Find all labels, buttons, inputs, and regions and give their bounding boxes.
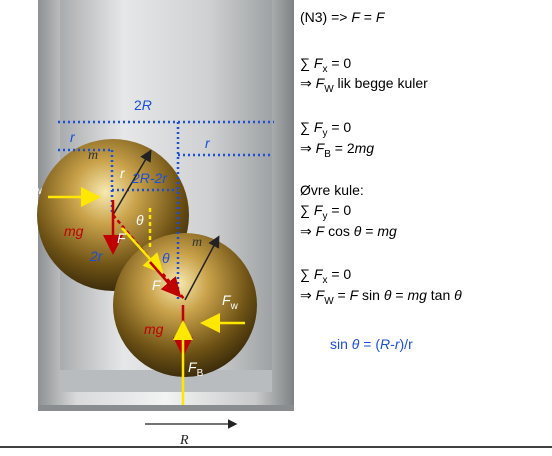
label-m: m: [88, 148, 98, 163]
equation-part: )/: [400, 336, 409, 352]
equation: ⇒ F cos θ = mg: [300, 223, 397, 239]
equation-part: =: [360, 9, 376, 25]
label-2r: 2r: [89, 248, 104, 264]
equation-part: ⇒: [300, 140, 316, 156]
equation-part: sin: [330, 336, 352, 352]
equation-part: ⇒: [300, 223, 316, 239]
equation-part: ∑: [300, 119, 314, 135]
equation-part: ∑: [300, 202, 314, 218]
equation-part: sin: [358, 287, 384, 303]
label-F: F: [152, 277, 162, 293]
equation: ⇒ FW = F sin θ = mg tan θ: [300, 287, 462, 307]
equation-part: ∑: [300, 266, 314, 282]
equations: (N3) => F = F∑ Fx = 0⇒ FW lik begge kule…: [300, 9, 462, 352]
equation-part: Øvre kule:: [300, 182, 364, 198]
equation: ∑ Fy = 0: [300, 119, 351, 139]
equation-part: lik begge kuler: [334, 75, 429, 91]
equation-part: = 0: [327, 266, 351, 282]
label-m: m: [192, 235, 202, 250]
label-mg: mg: [144, 321, 164, 337]
equation: ⇒ FB = 2mg: [300, 140, 374, 160]
equation: (N3) => F = F: [300, 9, 386, 25]
equation-part: = (: [359, 336, 380, 352]
equation-part: =: [391, 287, 407, 303]
equation-part: ⇒: [300, 75, 316, 91]
equation-part: = 0: [327, 55, 351, 71]
label-theta: θ: [136, 212, 144, 228]
equation-part: =: [361, 223, 377, 239]
equation-part: =: [334, 287, 350, 303]
label-R: R: [179, 433, 189, 448]
equation-part: F: [376, 9, 386, 25]
label-mg: mg: [64, 223, 84, 239]
label-2R-2r: 2R-2r: [131, 170, 168, 186]
equation-part: = 2: [331, 140, 355, 156]
equation-part: θ: [454, 287, 462, 303]
equation-part: mg: [377, 223, 397, 239]
label-theta: θ: [162, 250, 170, 266]
equation: ∑ Fx = 0: [300, 55, 351, 75]
label-2R: 2R: [134, 97, 152, 113]
equation: ∑ Fy = 0: [300, 202, 351, 222]
label-F: F: [117, 230, 127, 246]
equation-part: = 0: [327, 202, 351, 218]
equation-part: (N3) =>: [300, 9, 351, 25]
equation-part: ∑: [300, 55, 314, 71]
equation-part: mg: [355, 140, 375, 156]
equation-part: = 0: [327, 119, 351, 135]
equation-part: tan: [427, 287, 454, 303]
equation-part: cos: [324, 223, 354, 239]
equation: Øvre kule:: [300, 182, 364, 198]
equation-part: r: [408, 336, 413, 352]
equation-part: ⇒: [300, 287, 316, 303]
equation-part: mg: [407, 287, 427, 303]
diagram: 2R r r m r 2R-2r Fw θ mg F 2r m θ F Fw m…: [0, 0, 552, 451]
equation: ⇒ FW lik begge kuler: [300, 75, 428, 95]
equation-part: R: [380, 336, 390, 352]
equation: sin θ = (R-r)/r: [330, 336, 413, 352]
equation: ∑ Fx = 0: [300, 266, 351, 286]
